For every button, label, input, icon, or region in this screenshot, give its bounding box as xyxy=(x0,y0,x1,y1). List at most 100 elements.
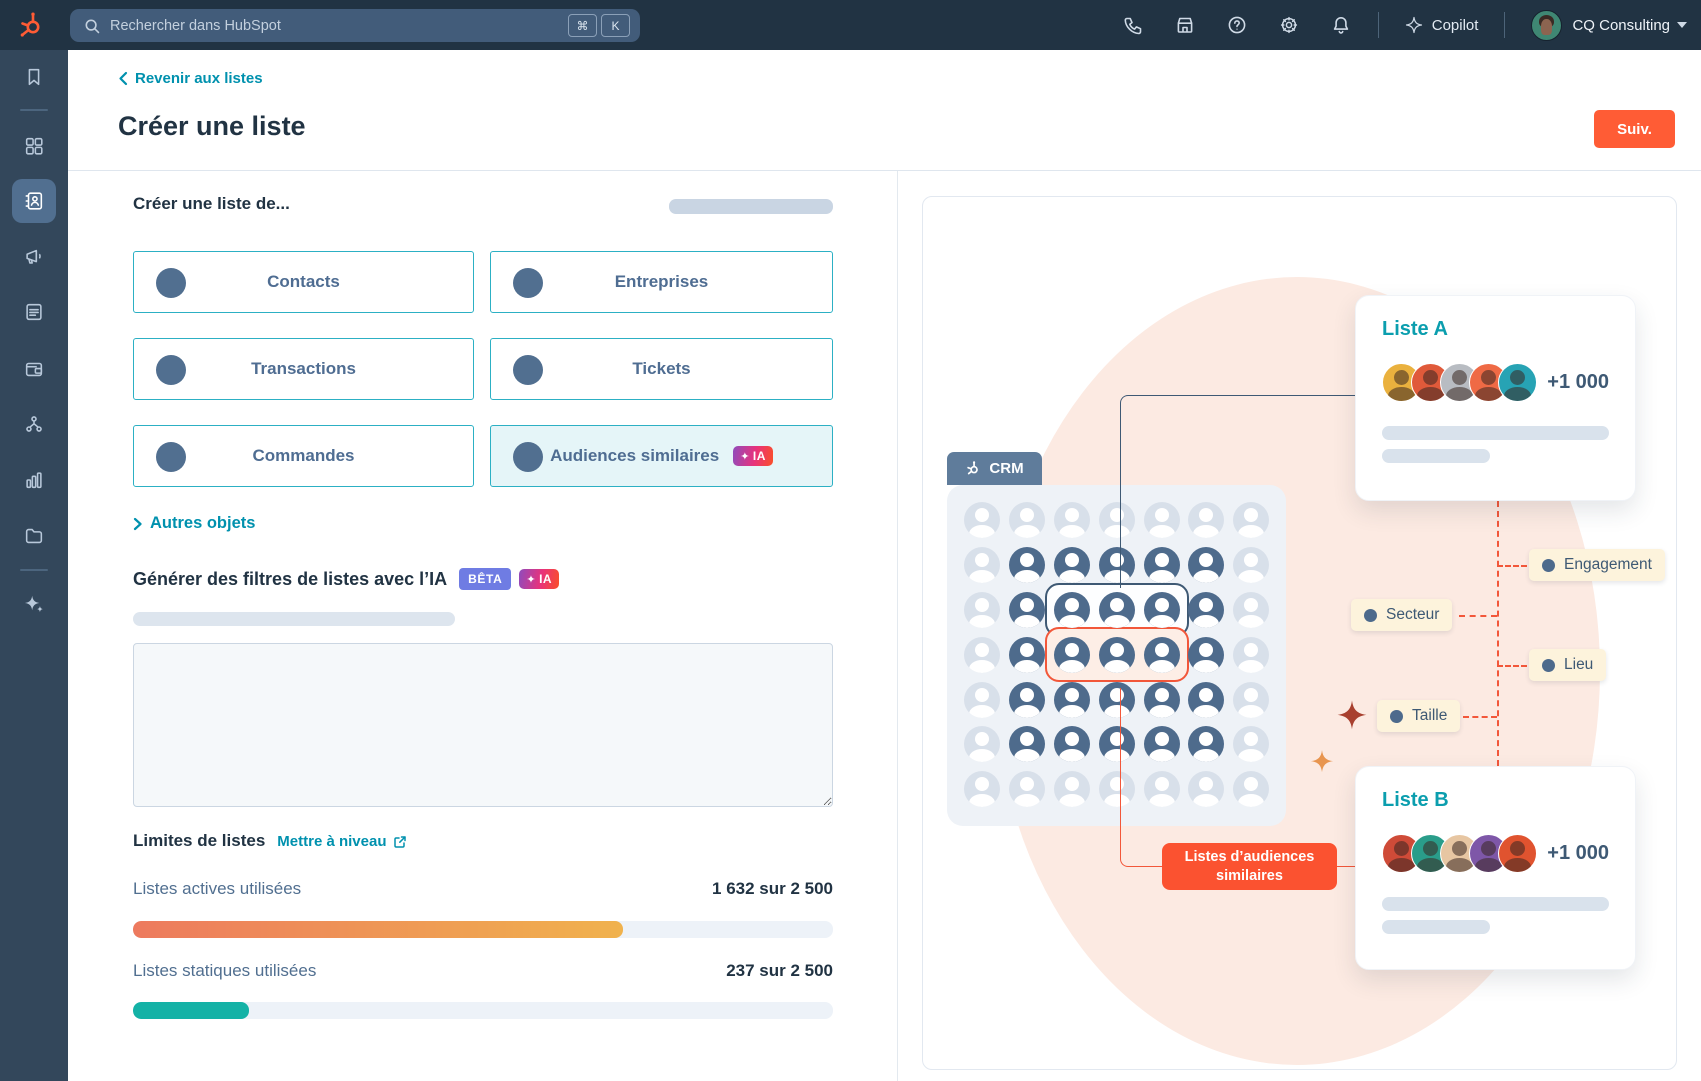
chevron-down-icon xyxy=(1677,22,1687,28)
more-objects-toggle[interactable]: Autres objets xyxy=(133,514,255,533)
upgrade-link[interactable]: Mettre à niveau xyxy=(277,833,406,850)
static-lists-progressbar xyxy=(133,1002,833,1019)
contact-avatar xyxy=(1098,592,1135,628)
folder-icon xyxy=(25,528,43,544)
sidebar-item-marketing[interactable] xyxy=(12,235,56,279)
static-lists-label: Listes statiques utilisées xyxy=(133,961,317,980)
contact-avatar xyxy=(1233,771,1270,808)
sidebar-item-commerce[interactable] xyxy=(12,347,56,391)
dot-icon xyxy=(1364,608,1377,622)
active-lists-progressbar xyxy=(133,921,833,938)
skeleton-bar xyxy=(1382,449,1490,463)
sidebar-item-reporting[interactable] xyxy=(12,458,56,502)
contact-avatar xyxy=(1233,636,1270,673)
grid-icon xyxy=(25,137,43,155)
option-contacts[interactable]: Contacts xyxy=(133,251,474,313)
sidebar-item-files[interactable] xyxy=(12,514,56,558)
global-search-input[interactable]: Rechercher dans HubSpot ⌘ K xyxy=(70,9,640,42)
contact-avatar xyxy=(1188,547,1225,584)
next-button[interactable]: Suiv. xyxy=(1594,110,1675,148)
wallet-icon xyxy=(25,362,43,377)
copilot-sparkle-icon xyxy=(1405,16,1422,34)
sidebar-item-automations[interactable] xyxy=(12,402,56,446)
workflow-icon xyxy=(26,416,42,432)
hubspot-logo-icon[interactable] xyxy=(17,10,47,40)
option-tickets[interactable]: Tickets xyxy=(490,338,833,400)
contact-avatar xyxy=(1143,502,1180,539)
object-icon xyxy=(156,442,186,472)
contact-avatar xyxy=(1098,547,1135,584)
sidebar-item-content[interactable] xyxy=(12,290,56,334)
copilot-label: Copilot xyxy=(1431,16,1479,34)
contact-avatar xyxy=(1188,681,1225,718)
bookmark-icon xyxy=(28,68,40,86)
megaphone-icon xyxy=(26,249,41,264)
contact-avatar xyxy=(1054,592,1090,628)
sidebar-item-ai-assistant[interactable] xyxy=(12,582,56,626)
panel-divider xyxy=(897,171,898,1081)
object-icon xyxy=(513,442,543,472)
sidebar-item-crm-contacts[interactable] xyxy=(12,179,56,223)
bar-chart-icon xyxy=(26,472,42,489)
marketplace-icon[interactable] xyxy=(1175,15,1196,36)
liste-b-avatars xyxy=(1382,834,1537,873)
criterion-secteur: Secteur xyxy=(1351,599,1453,631)
sparkle-icon: ✦ xyxy=(526,573,537,586)
connector-line-orange xyxy=(1337,866,1355,867)
back-to-lists-link[interactable]: Revenir aux listes xyxy=(118,70,263,87)
hubspot-sprocket-icon xyxy=(967,461,979,475)
skeleton-bar xyxy=(1382,920,1490,934)
lookalike-lists-label: Listes d’audiences similaires xyxy=(1162,843,1337,890)
account-name: CQ Consulting xyxy=(1572,16,1670,34)
sidebar-item-bookmarks[interactable] xyxy=(12,55,56,99)
ai-filters-heading: Générer des filtres de listes avec l’IA xyxy=(133,568,448,589)
contact-avatar xyxy=(964,726,1001,763)
settings-icon[interactable] xyxy=(1279,15,1300,36)
contact-avatar xyxy=(1188,636,1225,673)
sidebar xyxy=(0,50,68,1081)
contact-avatar xyxy=(1143,636,1180,673)
notifications-icon[interactable] xyxy=(1331,15,1352,36)
contact-avatar xyxy=(1143,771,1180,808)
copilot-button[interactable]: Copilot xyxy=(1405,16,1479,34)
dot-icon xyxy=(1390,709,1403,723)
skeleton-bar xyxy=(1382,897,1609,911)
help-icon[interactable] xyxy=(1227,15,1248,36)
avatar xyxy=(1498,834,1537,873)
contact-avatar xyxy=(1143,726,1180,763)
sparkle-icon xyxy=(24,595,44,613)
liste-a-avatars xyxy=(1382,363,1537,402)
criterion-lieu: Lieu xyxy=(1529,649,1607,681)
contact-avatar xyxy=(1054,502,1090,539)
sidebar-divider xyxy=(20,109,48,111)
option-transactions[interactable]: Transactions xyxy=(133,338,474,400)
search-icon xyxy=(85,19,100,33)
object-icon xyxy=(156,355,186,385)
ai-prompt-textarea[interactable] xyxy=(133,643,833,807)
document-icon xyxy=(26,303,42,321)
contact-avatar xyxy=(1188,726,1225,763)
calls-icon[interactable] xyxy=(1123,15,1144,36)
dashed-branch xyxy=(1459,615,1497,617)
account-menu[interactable]: CQ Consulting xyxy=(1531,9,1687,41)
contact-avatar xyxy=(1098,636,1135,673)
ia-badge: ✦ IA xyxy=(733,446,773,466)
cmd-keycap: ⌘ xyxy=(568,14,597,37)
list-type-options: Contacts Entreprises Transactions Ticket… xyxy=(133,251,833,487)
option-audiences-similaires[interactable]: Audiences similaires ✦ IA xyxy=(490,425,833,487)
sidebar-item-workspaces[interactable] xyxy=(12,124,56,168)
option-entreprises[interactable]: Entreprises xyxy=(490,251,833,313)
external-link-icon xyxy=(393,835,406,848)
option-commandes[interactable]: Commandes xyxy=(133,425,474,487)
limits-heading: Limites de listes xyxy=(133,831,266,850)
contact-avatar xyxy=(1143,592,1180,628)
k-keycap: K xyxy=(601,14,630,37)
dashed-branch xyxy=(1497,565,1527,567)
dot-icon xyxy=(1542,558,1555,572)
crm-tag: CRM xyxy=(947,452,1042,485)
chevron-right-icon xyxy=(133,517,142,530)
liste-a-count: +1 000 xyxy=(1547,371,1609,393)
avatar xyxy=(1498,363,1537,402)
contact-avatar xyxy=(1054,726,1090,763)
dot-icon xyxy=(1542,658,1555,672)
